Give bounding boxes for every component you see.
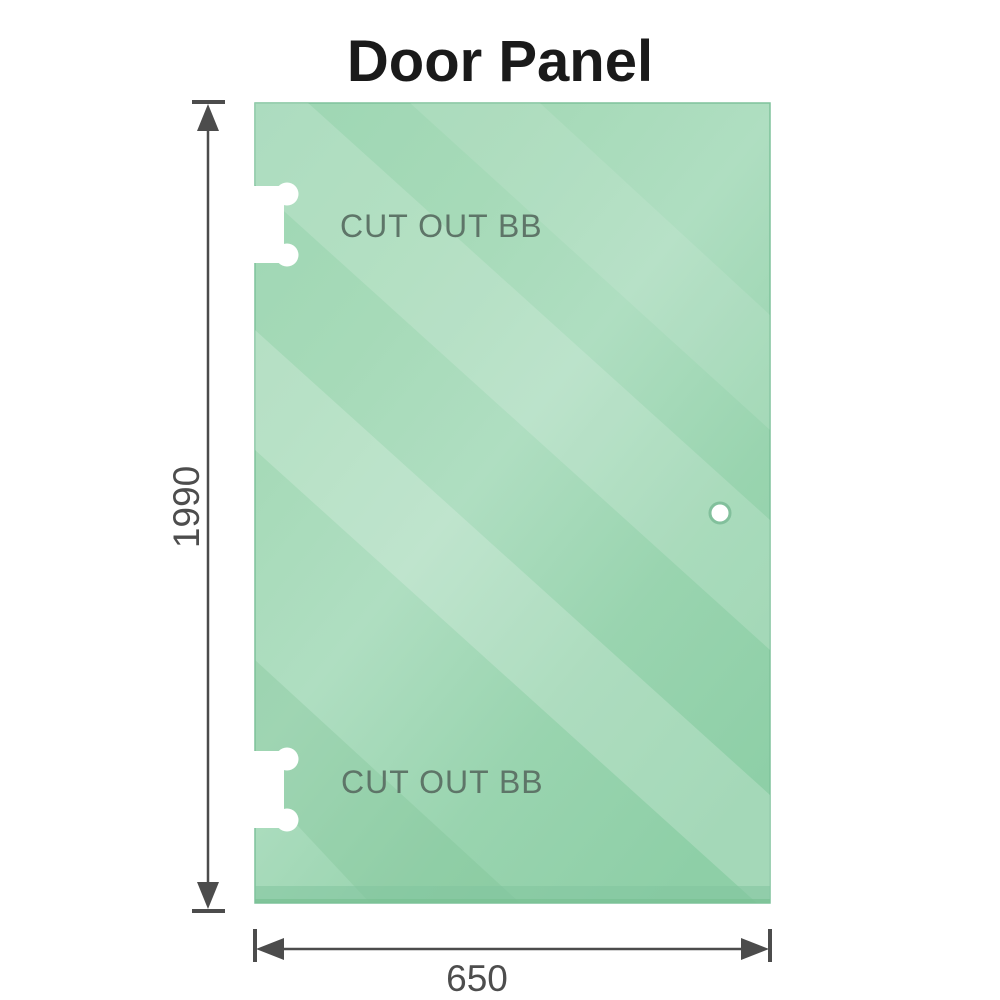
arrow-right-icon	[741, 938, 769, 960]
height-dimension	[192, 100, 225, 913]
cutout-label-top: CUT OUT BB	[340, 208, 543, 244]
glass-reflection-streak	[255, 103, 770, 650]
glass-shade-streak	[255, 660, 520, 903]
hinge-cutout-top	[246, 182, 299, 267]
cutout-label-bottom: CUT OUT BB	[341, 764, 544, 800]
width-dimension-label: 650	[446, 958, 508, 999]
width-dimension	[253, 929, 772, 962]
page-title: Door Panel	[347, 29, 653, 94]
arrow-left-icon	[256, 938, 284, 960]
arrow-up-icon	[197, 104, 219, 131]
glass-panel	[254, 102, 771, 904]
glass-reflection-streak	[410, 103, 770, 430]
arrow-down-icon	[197, 882, 219, 909]
glass-reflection-streak	[255, 330, 770, 903]
glass-bottom-shade	[255, 886, 770, 903]
glass-bottom-edge	[255, 899, 770, 903]
glass-panel-surface	[254, 102, 771, 904]
hinge-cutout-bottom	[246, 747, 299, 832]
handle-hole	[708, 501, 732, 525]
height-dimension-label: 1990	[166, 466, 207, 548]
